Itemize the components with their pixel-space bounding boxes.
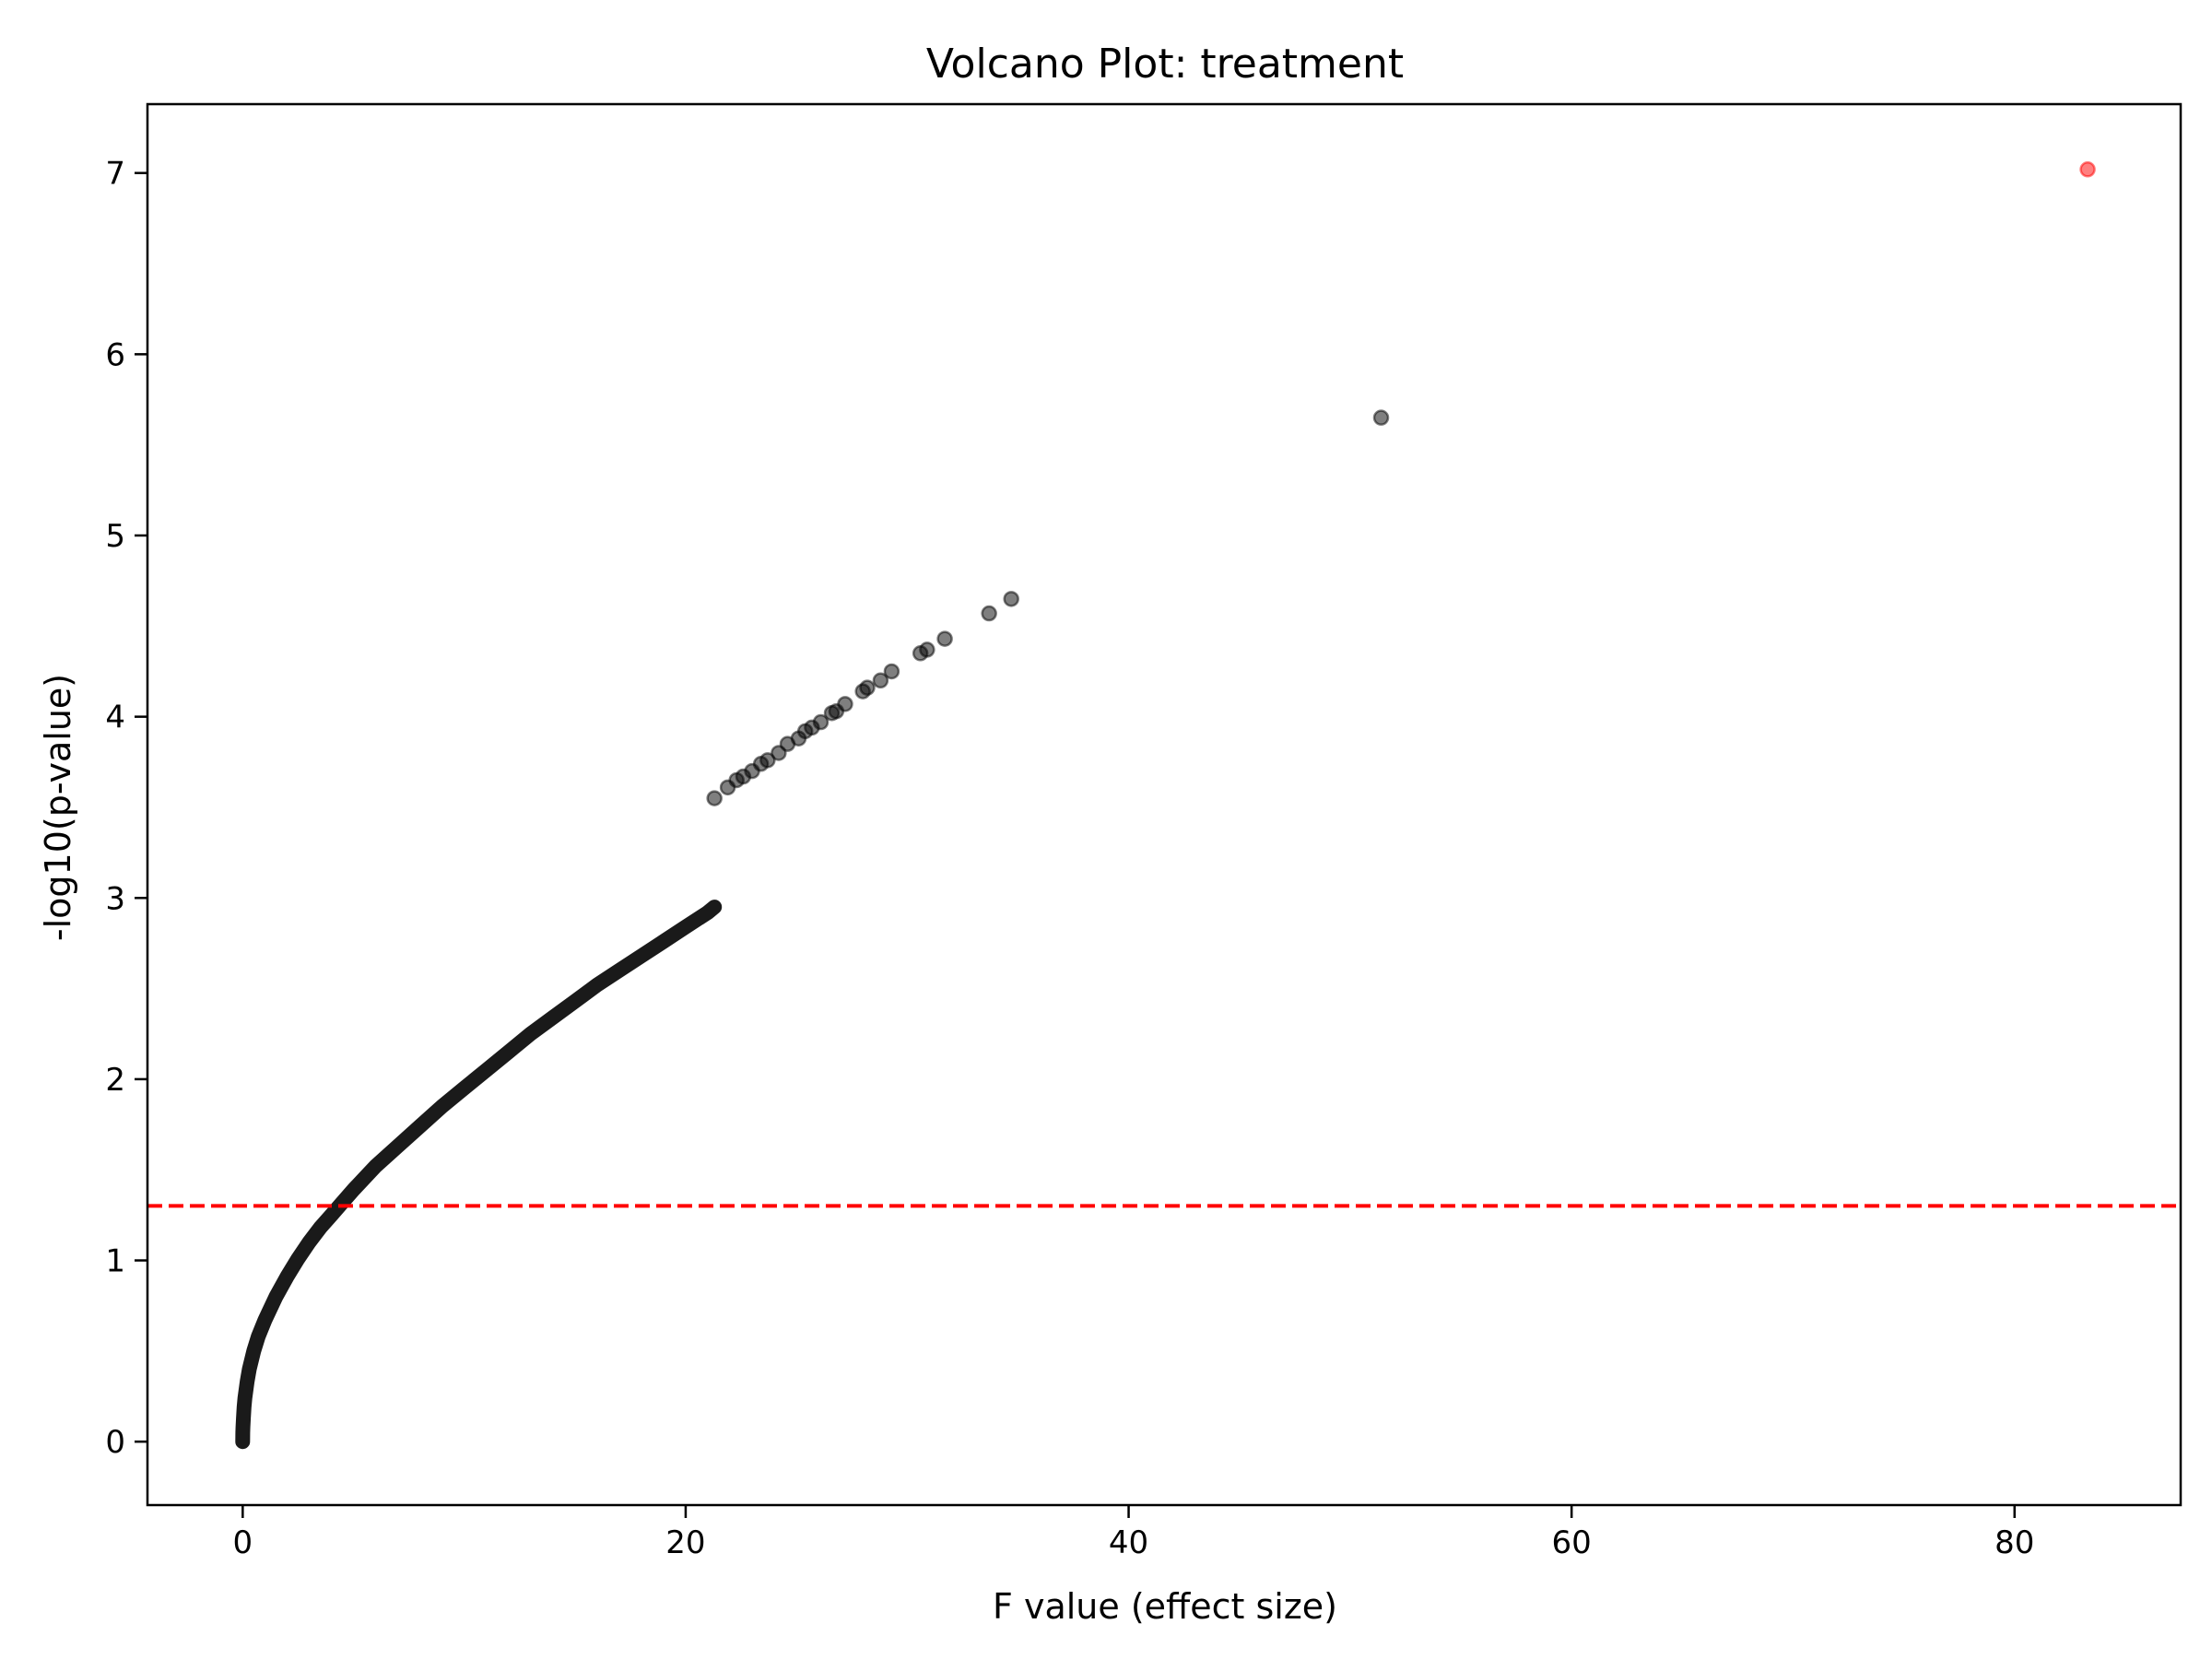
x-tick-label: 20 xyxy=(665,1524,705,1561)
y-tick-label: 0 xyxy=(105,1424,125,1461)
y-tick-label: 4 xyxy=(105,700,125,736)
y-tick-label: 3 xyxy=(105,880,125,917)
data-point xyxy=(859,679,876,696)
x-tick-label: 0 xyxy=(233,1524,253,1561)
x-tick-label: 60 xyxy=(1552,1524,1592,1561)
x-tick-label: 80 xyxy=(1994,1524,2034,1561)
data-point xyxy=(1372,409,1390,426)
x-axis: 0 20 40 60 80 xyxy=(233,1505,2034,1561)
data-point xyxy=(812,713,830,731)
plot-content xyxy=(147,161,2181,1450)
x-axis-label: F value (effect size) xyxy=(993,1586,1337,1627)
y-tick-label: 1 xyxy=(105,1243,125,1280)
chart-title: Volcano Plot: treatment xyxy=(926,41,1404,88)
data-point xyxy=(872,672,889,689)
data-point xyxy=(759,752,776,769)
dense-points-curve xyxy=(235,900,723,1450)
data-point xyxy=(919,641,935,658)
y-tick-label: 6 xyxy=(105,336,125,373)
x-tick-label: 40 xyxy=(1109,1524,1148,1561)
data-point xyxy=(936,630,953,647)
data-point xyxy=(837,696,853,712)
y-axis: 0 1 2 3 4 5 6 7 xyxy=(105,156,147,1461)
y-tick-label: 7 xyxy=(105,156,125,193)
data-point xyxy=(1003,591,1019,607)
data-point xyxy=(706,790,723,806)
highlight-point xyxy=(2079,161,2096,178)
data-point xyxy=(981,605,997,622)
y-tick-label: 2 xyxy=(105,1062,125,1099)
y-tick-label: 5 xyxy=(105,518,125,555)
plot-frame xyxy=(146,102,2183,1507)
y-axis-label: -log10(p-value) xyxy=(38,674,78,941)
data-point xyxy=(883,663,900,680)
plot-area xyxy=(147,161,2181,1450)
